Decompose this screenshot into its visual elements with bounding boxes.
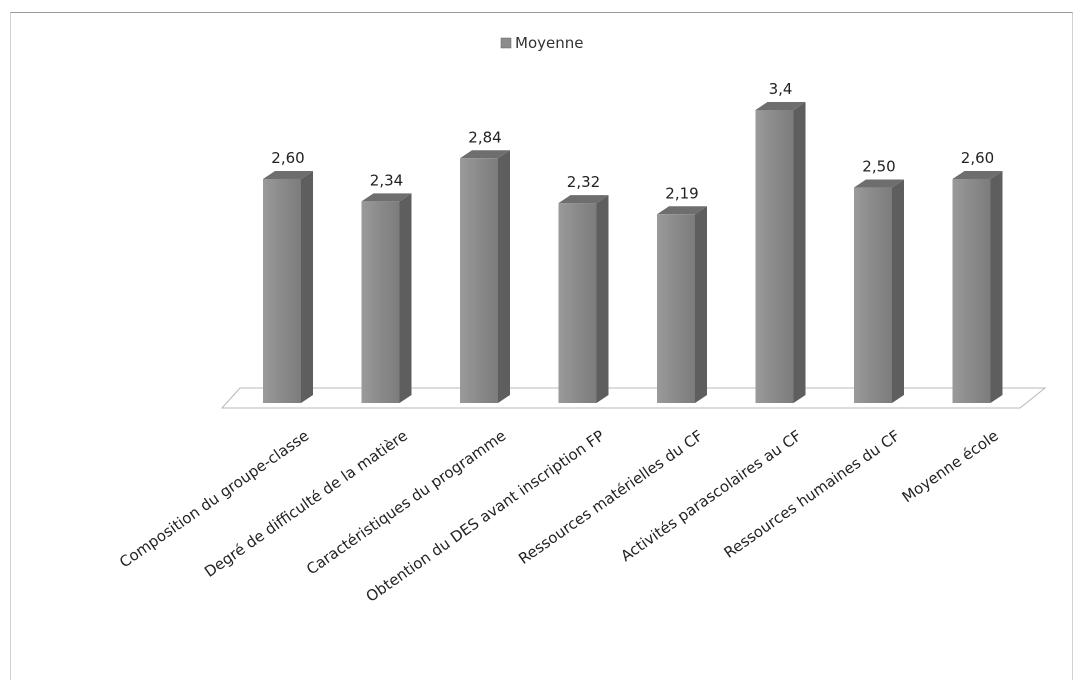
value-label: 2,60 bbox=[961, 149, 994, 167]
legend: Moyenne bbox=[500, 34, 583, 52]
value-label: 2,60 bbox=[271, 149, 304, 167]
value-label: 2,32 bbox=[567, 173, 600, 191]
category-label: Composition du groupe-classe bbox=[116, 427, 312, 572]
bar-front bbox=[460, 158, 498, 403]
bar-side bbox=[498, 150, 510, 403]
value-label: 2,50 bbox=[862, 158, 895, 176]
category-label: Activités parascolaires au CF bbox=[617, 427, 804, 566]
value-labels-group: 2,60 2,34 2,84 2,32 2,19 3,4 2,50 2,60 bbox=[271, 80, 994, 202]
category-label: Caractéristiques du programme bbox=[303, 427, 509, 579]
value-label: 2,19 bbox=[665, 184, 698, 202]
bar bbox=[657, 206, 707, 403]
category-label: Ressources matérielles du CF bbox=[515, 427, 706, 568]
category-label: Moyenne école bbox=[899, 427, 1002, 507]
category-label: Ressources humaines du CF bbox=[721, 427, 904, 562]
legend-label: Moyenne bbox=[515, 34, 583, 52]
bar-front bbox=[755, 110, 794, 403]
bar-front bbox=[558, 203, 597, 403]
bar-side bbox=[793, 102, 806, 403]
chart-frame bbox=[10, 12, 1073, 680]
value-label: 3,4 bbox=[769, 80, 793, 98]
category-label: Degré de difficulté de la matière bbox=[201, 427, 411, 581]
bar bbox=[755, 102, 806, 403]
bar bbox=[854, 179, 904, 403]
chart-floor bbox=[220, 387, 1047, 409]
bar bbox=[263, 170, 313, 403]
value-label: 2,34 bbox=[370, 171, 403, 189]
bar-top bbox=[854, 179, 904, 188]
legend-swatch bbox=[500, 37, 512, 49]
bar-top bbox=[558, 195, 609, 204]
bar-side bbox=[596, 195, 609, 403]
bar-side bbox=[990, 170, 1003, 403]
bar-top bbox=[657, 206, 707, 215]
bar-side bbox=[695, 206, 707, 403]
bar-side bbox=[301, 170, 313, 403]
bar-side bbox=[892, 179, 904, 403]
bar-top bbox=[361, 193, 412, 202]
bar bbox=[361, 193, 412, 403]
bar bbox=[952, 170, 1003, 403]
bar-top bbox=[952, 170, 1003, 179]
bar-front bbox=[657, 214, 695, 403]
bar-top bbox=[263, 170, 313, 179]
bar-front bbox=[361, 201, 400, 403]
bar-top bbox=[755, 102, 806, 110]
bars-group bbox=[263, 102, 1003, 403]
bar-side bbox=[399, 193, 412, 403]
bar-front bbox=[854, 187, 892, 403]
bar-front bbox=[263, 178, 301, 403]
bar-top bbox=[460, 150, 510, 159]
bar bbox=[460, 150, 510, 403]
bar bbox=[558, 195, 609, 403]
bar-front bbox=[952, 178, 991, 403]
value-label: 2,84 bbox=[468, 128, 501, 146]
